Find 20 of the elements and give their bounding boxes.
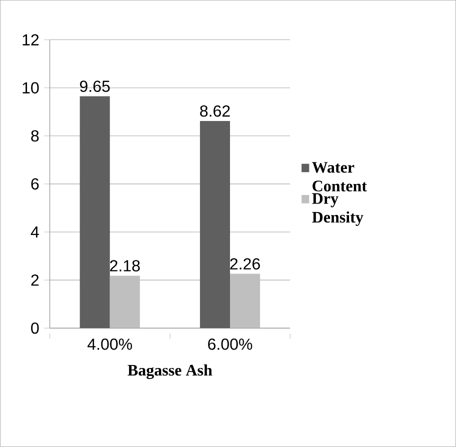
bar [110,276,140,328]
bar [200,120,230,328]
y-tick-label: 12 [22,34,39,46]
bar [80,96,110,328]
legend-label: Dry Density [312,193,364,226]
bar [230,274,260,328]
data-label: 8.62 [200,105,230,117]
legend-label: Water Content [312,162,367,192]
data-label: 9.65 [80,80,110,92]
data-label: 2.18 [110,260,140,272]
y-tick-label: 8 [31,130,39,142]
data-label: 2.26 [230,258,260,270]
y-tick-label: 2 [31,274,39,286]
y-tick-label: 6 [31,178,39,190]
y-tick-label: 4 [30,226,39,238]
y-tick-label: 0 [31,322,39,334]
x-tick-label: 4.00% [88,338,132,350]
x-tick-label: 6.00% [208,338,252,350]
y-tick-label: 10 [22,82,39,94]
x-axis-title: Bagasse Ash [128,364,212,380]
